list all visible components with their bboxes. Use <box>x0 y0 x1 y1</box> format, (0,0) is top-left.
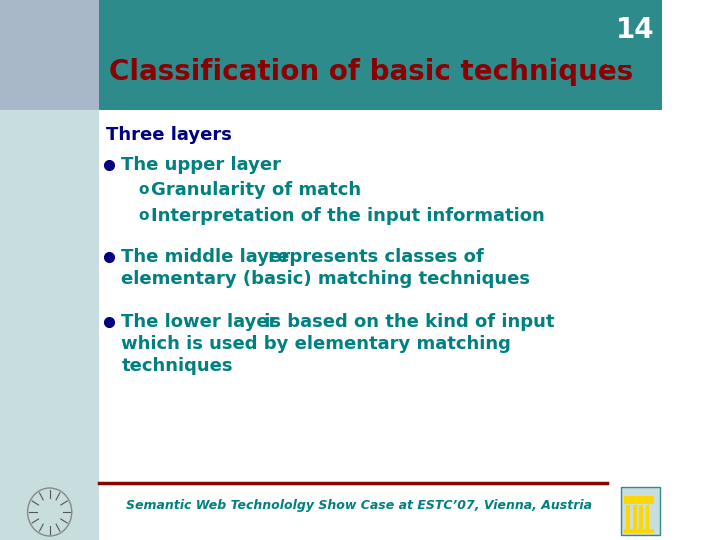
FancyBboxPatch shape <box>0 0 99 540</box>
Text: The middle layer: The middle layer <box>122 248 291 266</box>
FancyBboxPatch shape <box>633 505 636 531</box>
Text: Classification of basic techniques: Classification of basic techniques <box>109 58 633 86</box>
Text: 14: 14 <box>616 16 654 44</box>
Text: Three layers: Three layers <box>106 126 232 144</box>
FancyBboxPatch shape <box>99 110 662 540</box>
FancyBboxPatch shape <box>646 505 649 531</box>
FancyBboxPatch shape <box>99 0 662 110</box>
FancyBboxPatch shape <box>624 496 654 504</box>
FancyBboxPatch shape <box>639 505 643 531</box>
FancyBboxPatch shape <box>607 0 662 65</box>
Text: o: o <box>138 183 148 198</box>
Text: is based on the kind of input: is based on the kind of input <box>258 313 554 331</box>
Text: o: o <box>138 208 148 224</box>
Text: The lower layer: The lower layer <box>122 313 278 331</box>
FancyBboxPatch shape <box>0 0 99 110</box>
Text: techniques: techniques <box>122 357 233 375</box>
Text: The upper layer: The upper layer <box>122 156 282 174</box>
FancyBboxPatch shape <box>621 487 660 535</box>
Text: Granularity of match: Granularity of match <box>151 181 361 199</box>
FancyBboxPatch shape <box>626 505 630 531</box>
FancyBboxPatch shape <box>624 529 654 533</box>
Text: Semantic Web Technololgy Show Case at ESTC’07, Vienna, Austria: Semantic Web Technololgy Show Case at ES… <box>126 498 592 511</box>
Text: Interpretation of the input information: Interpretation of the input information <box>151 207 544 225</box>
Text: which is used by elementary matching: which is used by elementary matching <box>122 335 511 353</box>
Circle shape <box>27 488 72 536</box>
Text: represents classes of: represents classes of <box>262 248 484 266</box>
Text: elementary (basic) matching techniques: elementary (basic) matching techniques <box>122 270 531 288</box>
